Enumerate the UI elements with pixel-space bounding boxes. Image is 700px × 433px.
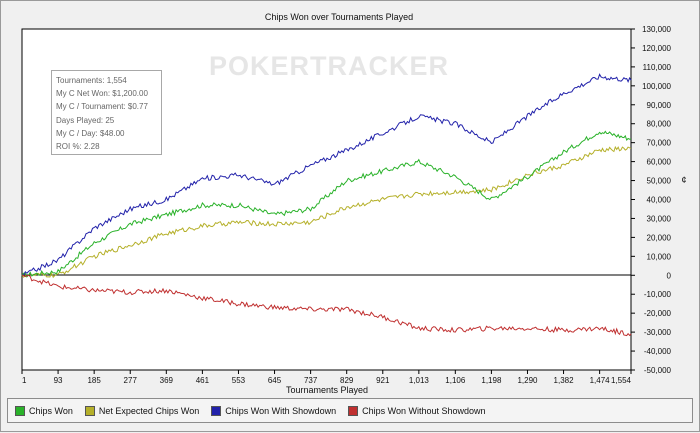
y-tick-label: 40,000 (647, 196, 672, 205)
y-tick-label: 30,000 (647, 214, 672, 223)
x-tick-label: 185 (87, 376, 101, 385)
x-tick-label: 1,198 (481, 376, 502, 385)
y-tick-label: 70,000 (647, 139, 672, 148)
y-tick-label: 10,000 (647, 252, 672, 261)
x-axis: 1 93 185 277 369 461 553 645 737 829 921 1,013 1,106… (21, 370, 632, 385)
y-tick-label: -30,000 (644, 328, 672, 337)
legend-label: Chips Won Without Showdown (362, 405, 486, 416)
stat-per-tournament: My C / Tournament: $0.77 (56, 102, 148, 112)
legend-item-chips-won[interactable]: Chips Won (15, 405, 73, 416)
y-tick-label: 20,000 (647, 233, 672, 242)
y-axis-label: ¢ (681, 175, 686, 185)
legend-swatch (84, 405, 95, 416)
y-tick-label: -40,000 (644, 347, 672, 356)
legend-swatch (211, 405, 222, 416)
legend-label: Net Expected Chips Won (98, 405, 200, 416)
stat-net-won: My C Net Won: $1,200.00 (56, 89, 148, 99)
series-line (21, 73, 632, 276)
legend-item-net-expected[interactable]: Net Expected Chips Won (84, 405, 200, 416)
x-axis-label: Tournaments Played (286, 385, 368, 395)
y-tick-label: 0 (667, 271, 672, 280)
series-line (21, 130, 632, 278)
x-tick-label: 1,554 (611, 376, 632, 385)
series-layer (21, 73, 632, 337)
legend-item-with-showdown[interactable]: Chips Won With Showdown (211, 405, 337, 416)
legend-swatch (15, 405, 25, 416)
y-tick-label: 120,000 (642, 44, 671, 53)
y-tick-label: 130,000 (642, 25, 671, 34)
x-tick-label: 1,290 (517, 376, 538, 385)
stat-tournaments: Tournaments: 1,554 (56, 76, 127, 85)
x-tick-label: 645 (268, 376, 282, 385)
y-tick-label: 60,000 (647, 158, 672, 167)
x-tick-label: 1,106 (445, 376, 466, 385)
x-tick-label: 1,474 (590, 376, 611, 385)
x-tick-label: 1 (22, 376, 27, 385)
x-tick-label: 737 (304, 376, 318, 385)
stat-roi: ROI %: 2.28 (56, 142, 100, 152)
x-tick-label: 369 (160, 376, 174, 385)
y-tick-label: -10,000 (644, 290, 672, 299)
y-tick-label: 100,000 (642, 82, 671, 91)
y-tick-label: 90,000 (647, 101, 672, 110)
series-line (21, 274, 632, 337)
x-tick-label: 829 (340, 376, 354, 385)
y-tick-label: 80,000 (647, 120, 672, 129)
watermark-logo: POKERTRACKER (209, 51, 449, 81)
y-tick-label: 50,000 (647, 177, 672, 186)
legend-swatch (348, 405, 359, 416)
x-tick-label: 553 (232, 376, 246, 385)
legend-label: Chips Won With Showdown (225, 405, 337, 416)
stat-per-day: My C / Day: $48.00 (56, 128, 125, 138)
legend: Chips Won Net Expected Chips Won Chips W… (7, 398, 693, 423)
y-tick-label: 110,000 (643, 63, 672, 72)
legend-label: Chips Won (29, 405, 73, 416)
x-tick-label: 277 (124, 376, 138, 385)
x-tick-label: 1,382 (554, 376, 575, 385)
x-tick-label: 461 (196, 376, 210, 385)
y-tick-label: -20,000 (644, 309, 672, 318)
stat-days-played: Days Played: 25 (56, 115, 115, 125)
stats-box: Tournaments: 1,554 My C Net Won: $1,200.… (51, 70, 162, 155)
y-tick-label: -50,000 (644, 366, 672, 375)
chart-title: Chips Won over Tournaments Played (265, 12, 413, 22)
y-axis: 130,000 120,000 110,000 100,000 90,000 80,000… (631, 25, 672, 375)
legend-item-without-showdown[interactable]: Chips Won Without Showdown (348, 405, 486, 416)
x-tick-label: 1,013 (409, 376, 430, 385)
x-tick-label: 93 (54, 376, 63, 385)
x-tick-label: 921 (376, 376, 390, 385)
